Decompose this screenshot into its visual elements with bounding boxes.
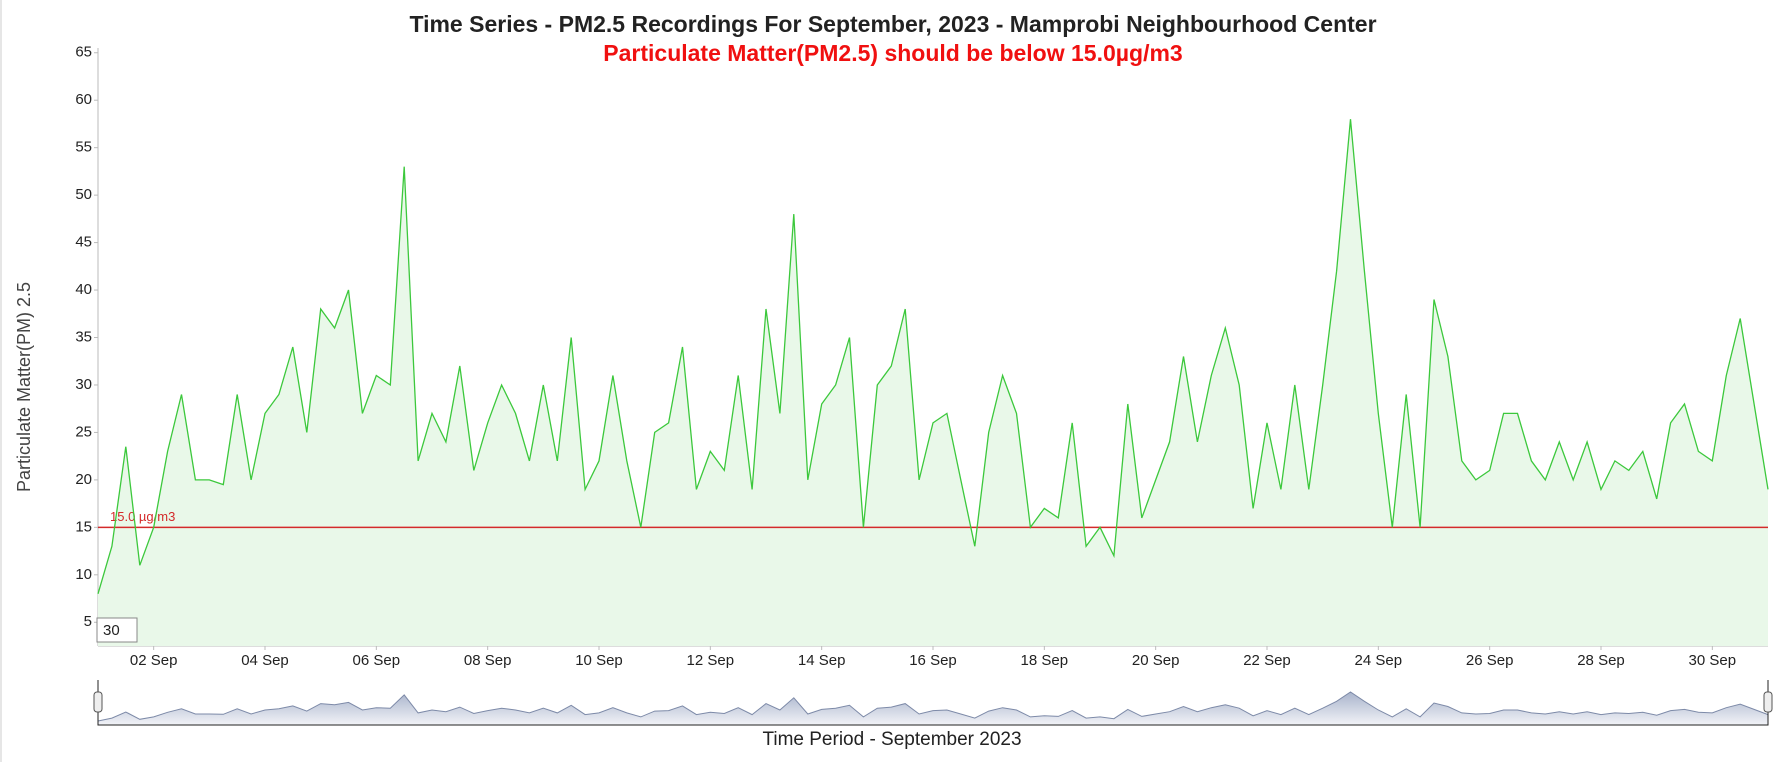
range-handle: [1763, 691, 1773, 713]
x-tick-label: 10 Sep: [575, 652, 623, 669]
chart-title: Time Series - PM2.5 Recordings For Septe…: [409, 11, 1376, 37]
x-tick-label: 04 Sep: [241, 652, 289, 669]
x-tick-label: 16 Sep: [909, 652, 957, 669]
y-tick-label: 30: [75, 376, 92, 393]
roller-value[interactable]: 30: [103, 622, 120, 639]
y-axis-label: Particulate Matter(PM) 2.5: [14, 282, 34, 492]
x-tick-label: 12 Sep: [687, 652, 735, 669]
y-tick-label: 60: [75, 91, 92, 108]
y-tick-label: 20: [75, 471, 92, 488]
y-tick-label: 55: [75, 139, 92, 156]
y-tick-label: 5: [84, 613, 92, 630]
line: [97, 119, 1769, 594]
chart-subtitle: Particulate Matter(PM2.5) should be belo…: [603, 40, 1182, 66]
threshold-label: 15.0 µg/m3: [110, 509, 175, 524]
y-tick-label: 40: [75, 281, 92, 298]
area: [98, 119, 1768, 646]
x-tick-label: 20 Sep: [1132, 652, 1180, 669]
x-tick-label: 22 Sep: [1243, 652, 1291, 669]
y-tick-label: 45: [75, 234, 92, 251]
x-tick-label: 02 Sep: [130, 652, 178, 669]
x-tick-label: 18 Sep: [1021, 652, 1069, 669]
x-tick-label: 24 Sep: [1355, 652, 1403, 669]
roller-input[interactable]: [96, 617, 138, 643]
y-tick-label: 35: [75, 328, 92, 345]
x-tick-label: 08 Sep: [464, 652, 512, 669]
x-tick-label: 14 Sep: [798, 652, 846, 669]
x-tick-label: 28 Sep: [1577, 652, 1625, 669]
range-handle: [93, 691, 103, 713]
y-tick-label: 65: [75, 44, 92, 61]
y-tick-label: 10: [75, 566, 92, 583]
y-tick-label: 50: [75, 186, 92, 203]
y-tick-label: 15: [75, 518, 92, 535]
x-tick-label: 30 Sep: [1689, 652, 1737, 669]
x-tick-label: 06 Sep: [353, 652, 401, 669]
y-tick-label: 25: [75, 423, 92, 440]
range-selector-area: [97, 691, 1769, 726]
x-tick-label: 26 Sep: [1466, 652, 1514, 669]
x-axis-label: Time Period - September 2023: [762, 729, 1021, 750]
